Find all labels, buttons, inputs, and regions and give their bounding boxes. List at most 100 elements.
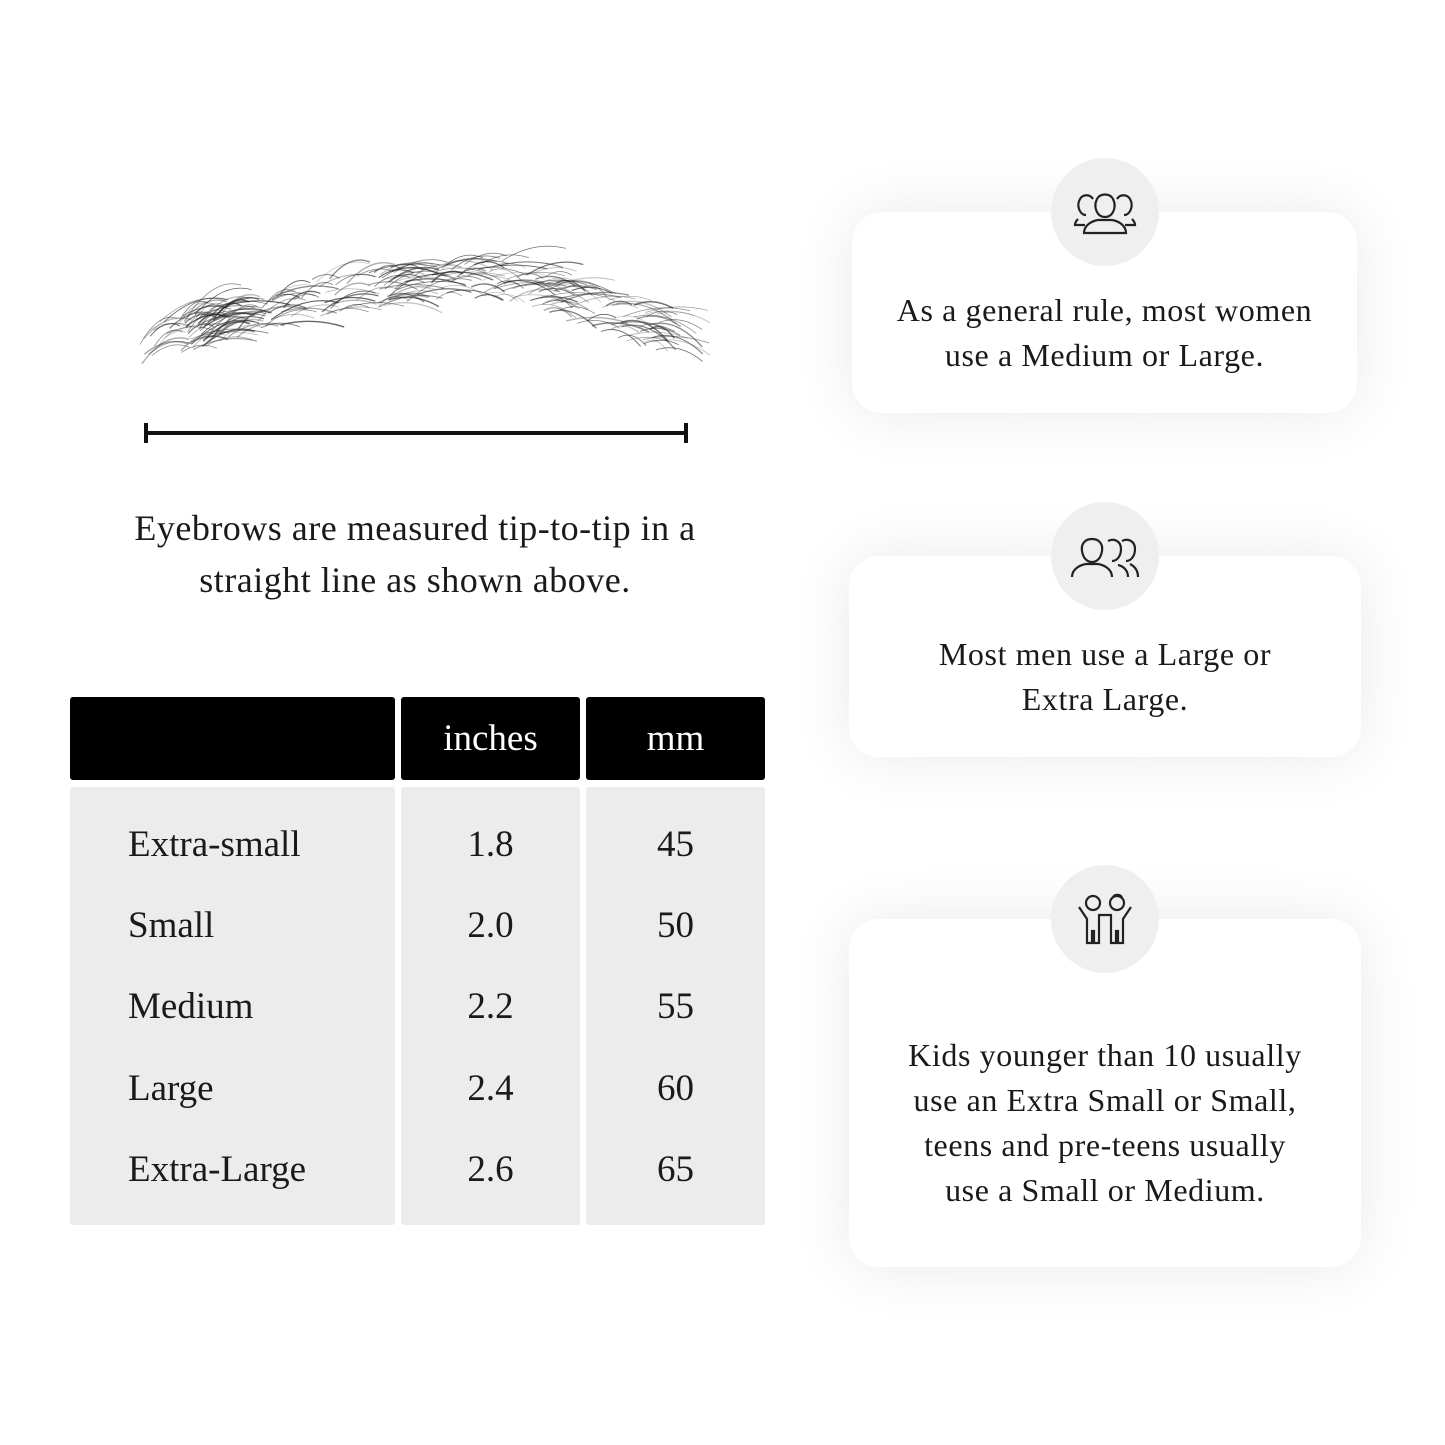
eyebrow-hair <box>435 267 488 274</box>
eyebrow-hair <box>192 337 258 351</box>
eyebrow-hair <box>549 309 597 329</box>
eyebrow-hair <box>535 275 576 287</box>
table-cell-mm: 50 <box>657 905 694 946</box>
eyebrow-hair <box>260 322 300 329</box>
eyebrow-hair <box>467 266 528 276</box>
eyebrow-hair <box>564 285 593 296</box>
eyebrow-hair <box>591 322 650 333</box>
eyebrow-hair <box>182 301 215 319</box>
eyebrow-hair <box>197 296 249 326</box>
eyebrow-hair <box>605 300 633 307</box>
eyebrow-hair <box>186 283 242 318</box>
table-cell-inches: 2.2 <box>467 986 514 1027</box>
women-group-icon <box>1051 158 1159 266</box>
eyebrow-hair <box>653 339 710 356</box>
eyebrow-hair <box>656 311 710 324</box>
eyebrow-hair <box>470 283 506 293</box>
eyebrow-hair <box>166 326 213 334</box>
eyebrow-hair <box>416 288 472 296</box>
eyebrow-hair <box>600 329 642 347</box>
eyebrow-hair <box>139 317 178 345</box>
eyebrow-hair <box>368 263 438 274</box>
eyebrow-hair <box>211 302 242 316</box>
eyebrow-hair <box>201 328 255 337</box>
table-column-size <box>70 787 395 1225</box>
men-group-icon <box>1051 502 1159 610</box>
eyebrow-hair <box>154 329 183 347</box>
eyebrow-hair <box>481 271 546 282</box>
eyebrow-hair <box>444 260 494 271</box>
eyebrow-hair <box>652 334 703 355</box>
eyebrow-hair <box>396 261 435 269</box>
eyebrow-hair <box>184 313 216 324</box>
eyebrow-hair <box>586 313 617 322</box>
eyebrow-hair <box>321 293 379 313</box>
eyebrow-hair <box>545 271 573 278</box>
eyebrow-hair <box>608 295 652 301</box>
eyebrow-hair <box>228 323 279 338</box>
eyebrow-hair <box>334 282 371 296</box>
eyebrow-hair <box>257 297 307 322</box>
eyebrow-hair <box>141 337 190 365</box>
eyebrow-hair <box>394 259 448 273</box>
eyebrow-hair <box>346 302 404 309</box>
eyebrow-hair <box>388 267 455 281</box>
eyebrow-hair <box>151 344 191 356</box>
table-cell-size: Medium <box>128 986 254 1027</box>
eyebrow-hair <box>143 340 189 355</box>
eyebrow-hair <box>456 267 487 278</box>
eyebrow-hair <box>576 319 621 329</box>
eyebrow-hair <box>192 332 226 349</box>
eyebrow-hair <box>186 312 213 329</box>
eyebrow-hair <box>209 300 268 310</box>
eyebrow-hair <box>331 299 377 306</box>
eyebrow-hair <box>163 297 229 323</box>
eyebrow-hair <box>330 290 376 309</box>
table-cell-mm: 55 <box>657 986 694 1027</box>
eyebrow-hair <box>473 261 505 269</box>
eyebrow-hair <box>391 267 439 275</box>
eyebrow-hair <box>434 258 497 271</box>
table-header-mm: mm <box>586 697 765 780</box>
eyebrow-hair <box>274 313 315 319</box>
eyebrow-hair <box>643 339 679 346</box>
eyebrow-hair <box>217 298 250 315</box>
women-card-text: As a general rule, most women use a Medi… <box>896 291 1313 373</box>
eyebrow-hair <box>236 322 285 338</box>
table-cell-size: Large <box>128 1068 214 1109</box>
eyebrow-hair <box>503 280 555 295</box>
eyebrow-hair <box>356 286 399 301</box>
eyebrow-hair <box>320 306 382 317</box>
eyebrow-hair <box>483 291 519 302</box>
eyebrow-hair <box>453 274 513 282</box>
eyebrow-hair <box>143 317 192 340</box>
eyebrow-hair <box>507 271 565 280</box>
table-cell-size: Extra-small <box>128 824 301 865</box>
table-column-inches <box>401 787 580 1225</box>
eyebrow-hair <box>543 307 573 318</box>
eyebrow-hair <box>414 263 462 276</box>
eyebrow-hair <box>148 341 192 355</box>
eyebrow-hair <box>601 303 639 309</box>
kids-icon <box>1051 865 1159 973</box>
eyebrow-hair <box>397 280 466 290</box>
eyebrow-hair <box>316 261 370 283</box>
eyebrow-hair <box>212 316 249 339</box>
eyebrow-hair <box>181 344 218 353</box>
eyebrow-hair <box>267 304 307 314</box>
eyebrow-hair <box>275 285 339 297</box>
table-cell-size: Small <box>128 905 215 946</box>
table-column-mm <box>586 787 765 1225</box>
eyebrow-hair <box>179 301 209 321</box>
eyebrow-hair <box>633 314 697 334</box>
eyebrow-hair <box>373 264 402 274</box>
eyebrow-hair <box>512 283 551 290</box>
eyebrow-hair <box>621 324 677 351</box>
eyebrow-hair <box>194 287 252 316</box>
eyebrow-hair <box>271 293 300 301</box>
eyebrow-hair <box>548 284 602 303</box>
eyebrow-hair <box>512 294 564 303</box>
eyebrow-hair <box>648 322 703 348</box>
eyebrow-hair <box>196 305 255 321</box>
table-cell-mm: 65 <box>657 1149 694 1190</box>
